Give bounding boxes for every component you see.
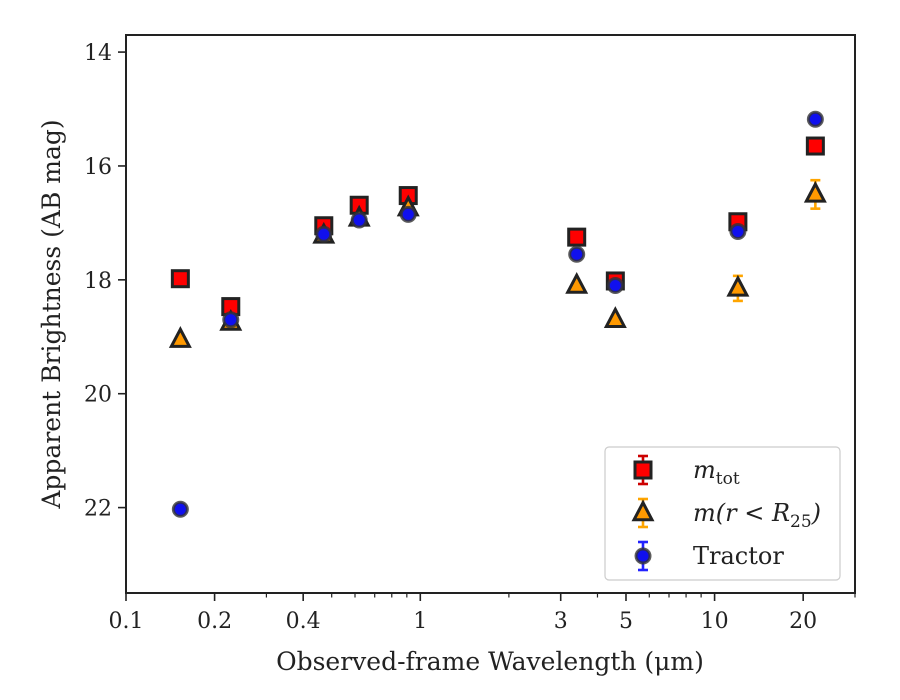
x-tick-label: 20 xyxy=(789,609,817,634)
y-axis-label: Apparent Brightness (AB mag) xyxy=(37,119,66,509)
data-point-circle xyxy=(222,311,240,329)
y-axis: 14 16 18 20 22 xyxy=(84,41,126,522)
data-point-square xyxy=(567,227,587,247)
x-tick-label: 3 xyxy=(554,609,568,634)
data-point-circle xyxy=(315,225,333,243)
series-circle xyxy=(171,110,824,518)
legend: mtot m(r < R25) Tractor xyxy=(604,446,841,581)
data-point-square xyxy=(805,136,825,156)
data-point-triangle xyxy=(726,274,750,297)
data-point-triangle xyxy=(565,271,589,294)
data-point-triangle xyxy=(168,326,192,348)
legend-marker-square xyxy=(633,460,653,480)
data-point-circle xyxy=(350,211,368,229)
legend-marker-triangle xyxy=(631,499,655,522)
y-tick-label: 14 xyxy=(84,41,112,66)
x-tick-label: 1 xyxy=(413,609,427,634)
y-tick-label: 18 xyxy=(84,269,112,294)
data-point-circle xyxy=(729,222,747,240)
data-point-triangle xyxy=(603,306,627,328)
y-tick-label: 20 xyxy=(84,383,112,408)
x-axis: 0.1 0.2 0.4 1 3 5 10 20 xyxy=(109,593,856,634)
legend-label-triangle: m(r < R25) xyxy=(693,499,821,532)
legend-label-circle: Tractor xyxy=(693,542,784,570)
data-point-circle xyxy=(806,110,824,128)
y-tick-label: 22 xyxy=(84,497,112,522)
legend-label-square: mtot xyxy=(693,456,740,489)
data-point-circle xyxy=(606,277,624,295)
data-point-circle xyxy=(568,245,586,263)
x-tick-label: 0.1 xyxy=(109,609,144,634)
data-point-circle xyxy=(399,205,417,223)
data-marks xyxy=(168,110,827,518)
y-tick-label: 16 xyxy=(84,155,112,180)
x-tick-label: 5 xyxy=(619,609,633,634)
x-tick-label: 10 xyxy=(701,609,729,634)
legend-marker-circle xyxy=(634,547,652,565)
x-tick-label: 0.2 xyxy=(197,609,232,634)
data-point-circle xyxy=(171,500,189,518)
x-tick-label: 0.4 xyxy=(286,609,321,634)
data-point-triangle xyxy=(803,180,827,203)
plot-frame xyxy=(125,34,856,594)
data-point-square xyxy=(170,269,190,289)
x-axis-label: Observed-frame Wavelength (μm) xyxy=(276,647,704,676)
legend-frame xyxy=(604,446,841,581)
